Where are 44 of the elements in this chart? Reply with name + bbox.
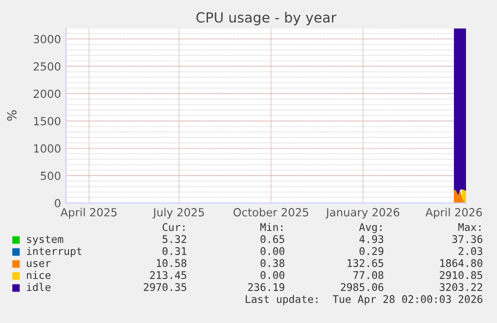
legend-label: user bbox=[26, 261, 51, 268]
text: 0.29 bbox=[360, 247, 384, 256]
x-tick-label: October 2025 bbox=[233, 208, 308, 216]
text: Cur: bbox=[162, 223, 184, 232]
text: 1864.80 bbox=[440, 259, 482, 268]
x-tick-label: April 2025 bbox=[60, 208, 117, 219]
y-axis-title: % bbox=[7, 110, 17, 121]
text: Min: bbox=[260, 222, 282, 231]
text: 0.00 bbox=[260, 271, 284, 280]
text: 5.32 bbox=[162, 235, 186, 244]
text: 0.38 bbox=[260, 259, 284, 268]
text: 2970.35 bbox=[144, 283, 186, 292]
text: 0.00 bbox=[260, 247, 284, 256]
y-tick-label: 2500 bbox=[34, 62, 60, 71]
text: 37.36 bbox=[452, 235, 482, 244]
y-tick-label: 1000 bbox=[34, 144, 60, 153]
x-tick-label: July 2025 bbox=[152, 208, 204, 219]
legend-label: interrupt bbox=[26, 246, 82, 258]
text: 77.08 bbox=[353, 271, 384, 280]
text: 213.45 bbox=[150, 271, 186, 280]
text: 0.31 bbox=[162, 247, 186, 256]
text: 2985.06 bbox=[340, 283, 384, 292]
x-tick-label: January 2026 bbox=[325, 208, 400, 219]
y-tick-label: 2000 bbox=[34, 90, 60, 98]
legend-label: idle bbox=[26, 282, 50, 292]
text: 2910.85 bbox=[440, 271, 482, 280]
y-tick-label: 500 bbox=[40, 172, 60, 180]
text: 0.65 bbox=[260, 235, 284, 244]
y-tick-label: 3000 bbox=[34, 34, 60, 44]
text: 10.58 bbox=[156, 259, 186, 268]
x-tick-label: April 2026 bbox=[425, 208, 482, 219]
text: 4.93 bbox=[359, 235, 384, 244]
text: 236.19 bbox=[248, 283, 284, 292]
y-tick-label: 1500 bbox=[34, 116, 60, 126]
chart-title: CPU usage - by year bbox=[196, 12, 336, 26]
text: 2.03 bbox=[458, 247, 482, 256]
legend-label: nice bbox=[26, 270, 50, 280]
text: Last update: Tue Apr 28 02:00:03 2026 bbox=[246, 294, 482, 306]
y-tick-label: 0 bbox=[54, 198, 60, 208]
text: Avg: bbox=[359, 223, 382, 234]
text: Max: bbox=[458, 223, 480, 232]
text: 132.65 bbox=[348, 259, 384, 268]
text: 3203.22 bbox=[440, 283, 482, 292]
legend-label: system bbox=[27, 236, 64, 246]
